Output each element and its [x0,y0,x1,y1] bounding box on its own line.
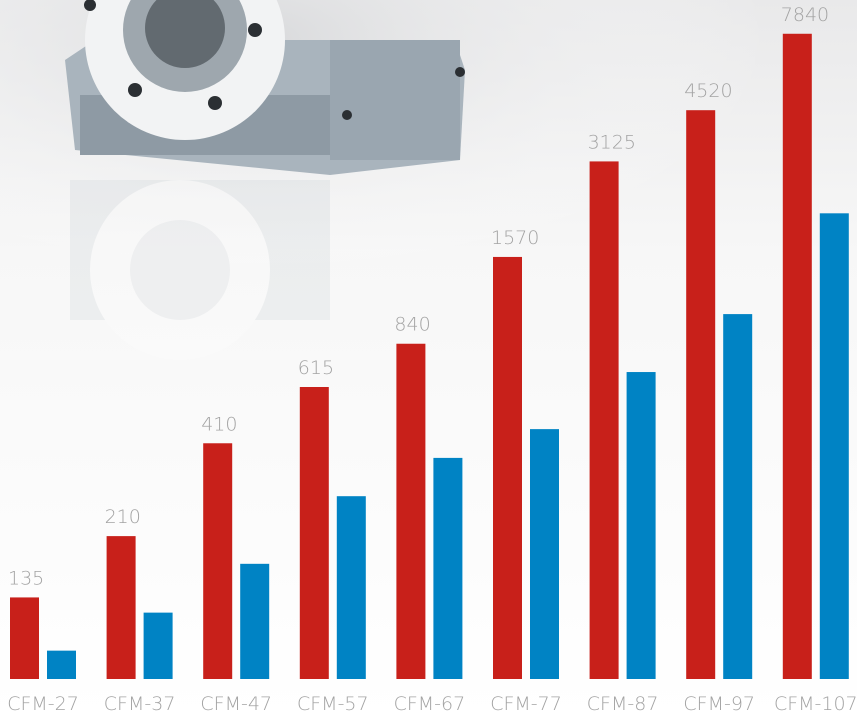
x-tick-label: CFM-47 [200,693,272,715]
x-tick-label: CFM-67 [394,693,466,715]
bar [47,650,76,679]
bar [686,110,716,679]
x-tick-label: CFM-57 [297,693,369,715]
bar [782,33,812,680]
value-label: 210 [105,506,141,528]
value-label: 615 [298,357,334,379]
x-tick-label: CFM-77 [490,693,562,715]
value-label: 3125 [588,131,636,153]
bar [336,496,366,679]
bar [10,597,39,679]
x-tick-label: CFM-37 [104,693,176,715]
bar [530,429,559,679]
value-label: 4520 [684,80,732,102]
value-label: 840 [394,314,430,336]
bar [143,612,173,679]
value-label: 410 [201,413,237,435]
bar [723,314,753,679]
bar [493,256,522,679]
value-label: 7840 [781,4,829,26]
bar [106,536,136,679]
x-tick-label: CFM-27 [7,693,79,715]
x-tick-label: CFM-107 [774,693,857,715]
bar [203,443,233,679]
x-tick-label: CFM-87 [587,693,659,715]
bar [240,563,270,679]
bar [396,343,426,679]
bar [299,387,329,679]
value-label: 1570 [491,227,539,249]
x-tick-label: CFM-97 [683,693,755,715]
value-label: 135 [8,567,44,589]
bar [819,213,849,679]
bar [626,372,656,679]
bar [589,161,619,680]
bar [433,457,463,679]
gearbox-illustration [65,0,465,360]
